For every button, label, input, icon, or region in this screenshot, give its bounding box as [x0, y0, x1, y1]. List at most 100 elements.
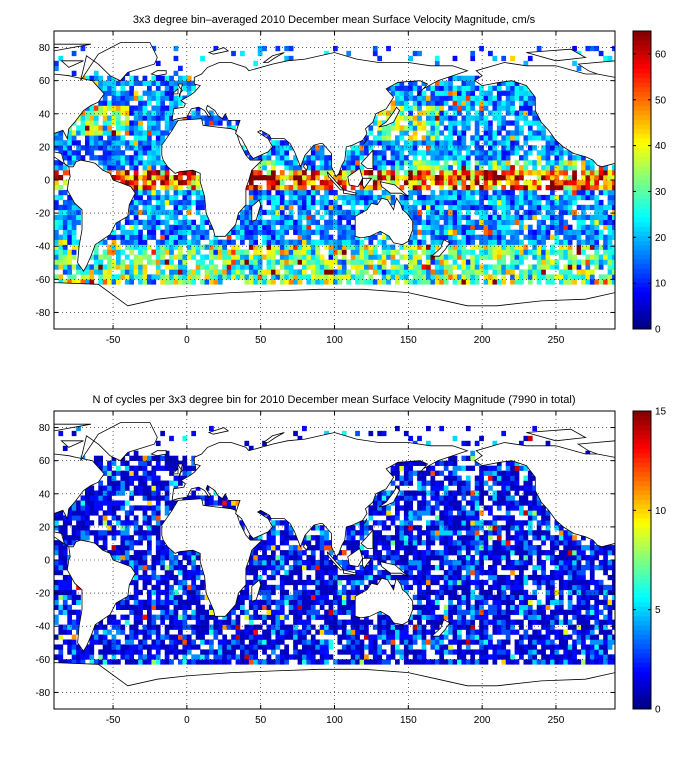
data-bin: [129, 594, 135, 601]
data-bin: [554, 604, 560, 610]
data-bin: [479, 115, 484, 121]
data-bin: [457, 639, 462, 645]
data-bin: [612, 604, 615, 610]
data-bin: [147, 125, 152, 131]
data-bin: [514, 234, 520, 240]
data-bin: [173, 269, 179, 275]
data-bin: [492, 224, 498, 230]
data-bin: [465, 649, 471, 655]
data-bin: [607, 194, 613, 201]
data-bin: [138, 100, 143, 106]
data-bin: [434, 219, 440, 225]
data-bin: [589, 160, 595, 166]
data-bin: [567, 229, 573, 235]
colorbar-tick-label: 0: [655, 325, 661, 336]
data-bin: [319, 279, 325, 285]
data-bin: [67, 629, 73, 635]
data-bin: [182, 199, 188, 206]
data-bin: [563, 659, 569, 665]
data-bin: [465, 115, 471, 121]
data-bin: [173, 95, 179, 101]
data-bin: [235, 659, 241, 665]
data-bin: [457, 229, 462, 235]
data-bin: [76, 624, 81, 630]
data-bin: [306, 165, 312, 171]
data-bin: [173, 219, 179, 225]
data-bin: [151, 80, 157, 86]
data-bin: [598, 609, 604, 615]
data-bin: [554, 239, 560, 245]
data-bin: [527, 624, 533, 630]
data-bin: [279, 649, 285, 655]
data-bin: [186, 649, 192, 655]
data-bin: [191, 244, 197, 250]
data-bin: [412, 244, 418, 250]
data-bin: [483, 249, 489, 255]
data-bin: [496, 175, 502, 181]
data-bin: [333, 659, 338, 665]
data-bin: [262, 614, 267, 620]
data-bin: [386, 624, 391, 630]
data-bin: [483, 244, 489, 250]
data-bin: [142, 184, 148, 191]
data-bin: [567, 659, 573, 665]
data-bin: [434, 239, 440, 245]
data-bin: [576, 219, 582, 225]
data-bin: [173, 229, 179, 235]
data-bin: [563, 184, 569, 191]
data-bin: [452, 239, 458, 245]
data-bin: [496, 85, 502, 91]
data-bin: [293, 165, 298, 171]
data-bin: [262, 254, 267, 260]
data-bin: [519, 175, 524, 181]
data-bin: [350, 224, 356, 230]
data-bin: [403, 649, 409, 655]
data-bin: [492, 604, 498, 610]
data-bin: [319, 574, 325, 581]
data-bin: [89, 659, 95, 665]
data-bin: [377, 175, 383, 181]
data-bin: [133, 184, 139, 191]
data-bin: [434, 594, 440, 601]
colorbar-segment: [633, 35, 651, 41]
data-bin: [421, 654, 427, 660]
data-bin: [434, 209, 440, 216]
data-bin: [324, 184, 329, 191]
data-bin: [585, 180, 591, 186]
data-bin: [514, 209, 520, 216]
data-bin: [324, 654, 329, 660]
data-bin: [470, 90, 476, 96]
data-bin: [434, 199, 440, 206]
data-bin: [155, 194, 161, 201]
data-bin: [585, 584, 591, 591]
data-bin: [306, 219, 312, 225]
data-bin: [253, 609, 259, 615]
data-bin: [62, 234, 68, 240]
data-bin: [563, 634, 569, 640]
data-bin: [324, 594, 329, 601]
data-bin: [527, 609, 533, 615]
data-bin: [505, 170, 511, 176]
data-bin: [448, 649, 453, 655]
data-bin: [200, 619, 205, 625]
data-bin: [381, 279, 387, 285]
data-bin: [457, 649, 462, 655]
data-bin: [257, 229, 263, 235]
data-bin: [235, 214, 241, 221]
colorbar-segment: [633, 114, 651, 120]
data-bin: [465, 155, 471, 161]
data-bin: [417, 599, 422, 605]
data-bin: [62, 599, 68, 605]
data-bin: [271, 160, 276, 166]
data-bin: [116, 604, 121, 610]
data-bin: [62, 269, 68, 275]
data-bin: [470, 175, 476, 181]
data-bin: [519, 110, 524, 116]
data-bin: [76, 614, 81, 620]
data-bin: [248, 184, 254, 191]
data-bin: [288, 654, 294, 660]
data-bin: [240, 654, 245, 660]
data-bin: [58, 274, 64, 280]
data-bin: [399, 145, 405, 151]
data-bin: [576, 244, 582, 250]
